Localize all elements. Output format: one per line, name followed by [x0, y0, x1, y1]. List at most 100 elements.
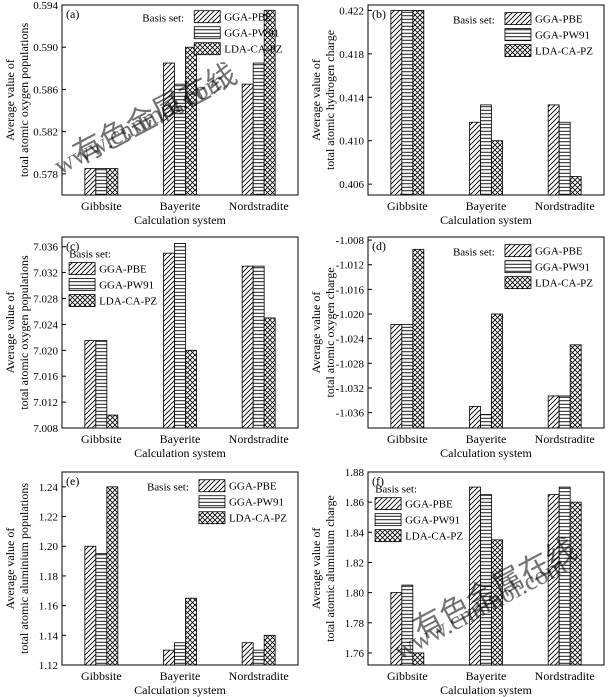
bar: [569, 501, 582, 666]
x-tick-label: Gibbsite: [387, 432, 428, 446]
y-tick-label: 0.582: [33, 127, 58, 139]
y-axis-label: Average value of: [3, 59, 17, 141]
bar: [401, 584, 414, 666]
y-axis-label: Average value of: [3, 528, 17, 610]
bar: [412, 248, 425, 429]
bar: [174, 243, 186, 429]
x-tick-label: Bayerite: [466, 669, 507, 683]
legend-swatch: [504, 44, 532, 57]
bar: [469, 406, 481, 429]
legend-entry: LDA-CA-PZ: [224, 44, 282, 56]
bar: [569, 344, 582, 429]
y-tick-label: 1.82: [345, 557, 364, 569]
x-axis-label: Calculation system: [440, 446, 532, 460]
y-tick-label: 0.422: [339, 5, 364, 17]
y-tick-label: 0.586: [33, 84, 58, 96]
bar: [547, 395, 560, 429]
y-tick-label: 7.028: [33, 294, 58, 306]
y-tick-label: 1.14: [39, 630, 59, 642]
legend-swatch: [68, 278, 96, 291]
legend-title: Basis set:: [147, 482, 189, 494]
bar: [163, 252, 175, 429]
y-axis-label: total atomic oxygen populations: [17, 255, 31, 410]
y-tick-label: 7.032: [33, 268, 58, 280]
legend-swatch: [68, 294, 96, 307]
y-tick-label: 1.20: [39, 541, 59, 553]
legend-entry: GGA-PBE: [535, 14, 583, 26]
bar: [163, 62, 175, 196]
legend: Basis set: GGA-PBE GGA-PW91 LDA-CA-PZ: [68, 249, 157, 308]
x-tick-label: Nordstradite: [229, 199, 289, 213]
x-tick-label: Gibbsite: [81, 669, 122, 683]
y-tick-label: -1.036: [336, 408, 365, 420]
panel-label: (f): [372, 474, 384, 488]
legend-entry: GGA-PBE: [405, 499, 453, 511]
y-tick-label: -1.008: [336, 235, 365, 247]
x-tick-label: Bayerite: [160, 199, 201, 213]
y-axis-label: Average value of: [3, 292, 17, 374]
x-axis-label: Calculation system: [440, 213, 532, 227]
y-axis-label: Average value of: [309, 59, 323, 141]
x-axis-label: Calculation system: [134, 683, 226, 697]
y-tick-label: -1.024: [336, 334, 365, 346]
bar: [491, 539, 503, 666]
bar: [558, 121, 571, 196]
y-tick-label: -1.028: [336, 358, 365, 370]
x-tick-label: Bayerite: [466, 199, 507, 213]
legend-entry: GGA-PW91: [99, 280, 154, 292]
legend-entry: LDA-CA-PZ: [405, 531, 463, 543]
legend-swatch: [504, 244, 532, 258]
x-tick-label: Gibbsite: [387, 669, 428, 683]
panel-label: (c): [66, 239, 79, 253]
legend-entry: GGA-PBE: [229, 481, 277, 493]
y-tick-label: 0.410: [339, 136, 364, 148]
y-tick-label: 1.16: [39, 601, 59, 613]
chart-panel-4: -1.036 -1.032 -1.028 -1.024 -1.020 -1.016 -1.0…: [309, 235, 605, 460]
y-tick-label: 0.578: [33, 169, 58, 181]
x-tick-label: Nordstradite: [229, 669, 289, 683]
legend-entry: GGA-PW91: [535, 30, 590, 42]
y-tick-label: 1.84: [345, 527, 365, 539]
y-tick-label: 1.24: [39, 482, 59, 494]
y-tick-label: 0.594: [33, 0, 58, 12]
legend-swatch: [374, 529, 402, 543]
legend-entry: LDA-CA-PZ: [99, 296, 157, 308]
bar: [252, 265, 265, 429]
y-axis-label: total atomic hydrogen charge: [323, 30, 337, 170]
bar: [163, 649, 175, 666]
bar: [106, 168, 119, 196]
legend-swatch: [198, 495, 226, 509]
bar: [95, 553, 108, 666]
legend-entry: GGA-PBE: [535, 246, 583, 258]
y-tick-label: 0.418: [339, 49, 364, 61]
legend-title: Basis set:: [69, 249, 111, 261]
y-tick-label: 0.590: [33, 42, 58, 54]
y-axis-label: total atomic aluminium populations: [17, 483, 31, 654]
x-tick-label: Bayerite: [160, 432, 201, 446]
y-axis-label: total atomic oxygen populations: [17, 23, 31, 178]
bar: [84, 340, 97, 429]
y-tick-label: 7.024: [33, 319, 58, 331]
bar: [185, 597, 197, 666]
bar: [185, 349, 197, 429]
bar: [241, 642, 254, 666]
panel-label: (e): [66, 474, 79, 488]
legend: Basis set: GGA-PBE GGA-PW91 LDA-CA-PZ: [453, 12, 593, 58]
bar: [263, 634, 276, 666]
bar: [469, 121, 481, 196]
bar: [241, 83, 254, 196]
x-tick-label: Gibbsite: [81, 432, 122, 446]
bar: [241, 265, 254, 429]
y-axis-label: total atomic aluminium charge: [323, 495, 337, 642]
bar: [491, 313, 503, 429]
chart-panel-3: 7.008 7.012 7.016 7.020 7.024 7.028 7.032 7.036…: [3, 236, 299, 460]
legend-entry: GGA-PBE: [224, 12, 272, 24]
x-tick-label: Gibbsite: [81, 199, 122, 213]
legend-swatch: [504, 276, 532, 290]
bar: [252, 62, 265, 196]
x-tick-label: Nordstradite: [535, 432, 595, 446]
legend-swatch: [193, 26, 221, 40]
chart-panel-5: 1.12 1.14 1.16 1.18 1.20 1.22 1.24 Gibbsite Baye…: [3, 471, 299, 697]
x-tick-label: Gibbsite: [387, 199, 428, 213]
legend-swatch: [374, 497, 402, 511]
